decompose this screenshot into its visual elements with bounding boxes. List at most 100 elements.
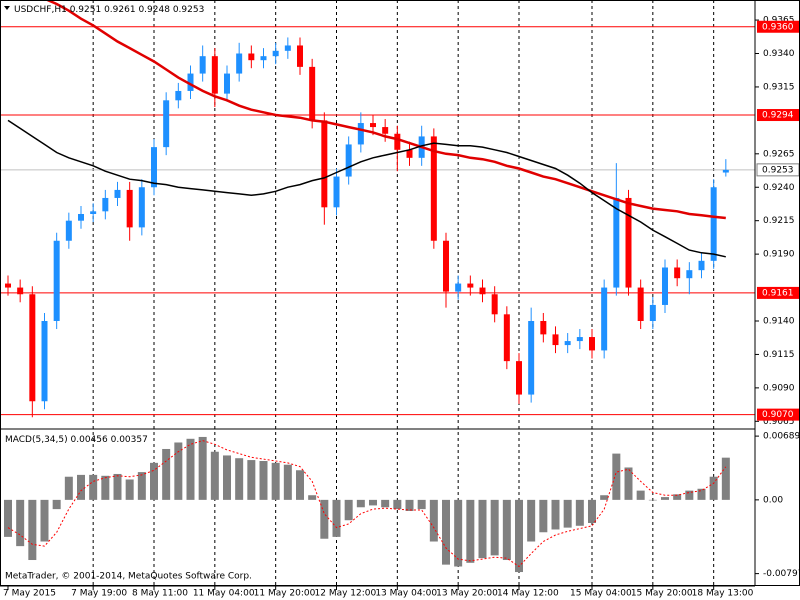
candle-body <box>5 283 11 288</box>
candle-body <box>649 304 656 321</box>
x-tick-label: 14 May 12:00 <box>497 589 559 599</box>
axes: 7 May 2015 7 May 19:00 8 May 11:00 11 May 0… <box>3 16 800 599</box>
y-tick-label: 0.9090 <box>763 383 795 393</box>
y-tick-label: 0.9265 <box>763 149 795 159</box>
macd-bar <box>28 499 37 561</box>
macd-bar <box>137 472 146 500</box>
candle-body <box>126 189 133 228</box>
candle-body <box>430 136 437 241</box>
x-tick-label: 8 May 11:00 <box>132 589 188 599</box>
candle-body <box>710 187 717 261</box>
macd-bar <box>186 438 195 500</box>
y-tick-label: 0.9115 <box>763 350 795 360</box>
x-tick-label: 12 May 12:00 <box>315 589 377 599</box>
macd-signal <box>7 440 727 568</box>
symbol: USDCHF,H1 <box>14 5 67 15</box>
macd-bar <box>162 448 171 500</box>
candle-body <box>528 321 535 395</box>
candle-body <box>552 334 559 346</box>
current-price-label: 0.9253 <box>762 165 794 175</box>
macd-bar <box>478 499 487 559</box>
candle-body <box>297 45 303 67</box>
macd-bar <box>320 499 329 539</box>
candle-body <box>333 176 340 208</box>
macd-bar <box>466 499 475 563</box>
candle-body <box>345 144 352 177</box>
macd-bar <box>673 494 682 500</box>
y2-tick-label: 0.00689 <box>763 432 800 442</box>
macd-bar <box>150 462 158 500</box>
macd-bar <box>259 461 268 500</box>
level-label: 0.9070 <box>762 410 794 420</box>
moving-average <box>44 0 726 220</box>
macd-bar <box>16 499 25 547</box>
level-label: 0.9360 <box>762 22 794 32</box>
candle-body <box>236 53 243 74</box>
candle-body <box>90 211 97 214</box>
candle-body <box>601 287 608 351</box>
candle-body <box>406 149 413 158</box>
candle-body <box>65 220 72 241</box>
candle-body <box>53 240 60 321</box>
macd-bar <box>235 458 244 500</box>
candle-body <box>564 341 571 346</box>
y-tick-label: 0.9365 <box>763 16 795 26</box>
macd-bar <box>381 499 390 508</box>
signal-last: 0.00357 <box>111 435 148 445</box>
candle-body <box>187 73 194 91</box>
macd-bar <box>551 499 560 530</box>
candle-body <box>382 127 389 134</box>
candle-body <box>455 283 462 292</box>
footer: MetaTrader, © 2001-2014, MetaQuotes Soft… <box>5 572 252 582</box>
candle-body <box>211 56 218 94</box>
candle-body <box>17 287 24 295</box>
macd-bar <box>575 499 584 526</box>
candle-body <box>491 294 498 315</box>
macd-bar <box>101 475 110 500</box>
macd-bar <box>502 499 511 561</box>
macd-bar <box>223 455 231 500</box>
y-tick-label: 0.9240 <box>763 183 795 193</box>
macd-bar <box>417 499 426 510</box>
macd-bar <box>697 488 706 500</box>
candle-body <box>479 287 486 295</box>
candle-body <box>29 294 36 402</box>
candle-body <box>576 337 583 342</box>
macd-bar <box>369 499 377 506</box>
macd-title: MACD(5,34,5) 0.00456 0.00357 <box>5 435 148 445</box>
candle-body <box>370 123 376 128</box>
macd-bar <box>685 490 694 500</box>
candle-body <box>163 100 170 148</box>
last-low: 0.9248 <box>138 5 170 15</box>
y-tick-label: 0.9065 <box>763 417 795 427</box>
macd-last: 0.00456 <box>71 435 108 445</box>
last-close: 0.9253 <box>173 5 205 15</box>
candle-body <box>138 187 145 228</box>
candle-body <box>503 314 510 362</box>
candle-body <box>662 267 668 305</box>
menu-triangle <box>4 6 10 10</box>
macd-bar <box>125 479 134 500</box>
candle-body <box>613 197 620 288</box>
candle-body <box>394 133 401 150</box>
macd-bar <box>210 451 219 500</box>
moving-average <box>7 119 726 258</box>
macd-bar <box>4 499 12 537</box>
candle-body <box>102 197 109 212</box>
macd-bar <box>52 499 61 510</box>
macd-bar <box>588 499 596 523</box>
macd-bar <box>393 499 402 510</box>
macd-bar <box>198 436 207 500</box>
candle-body <box>114 189 121 198</box>
macd-bar <box>709 476 718 500</box>
level-label: 0.9161 <box>762 288 794 298</box>
candle-body <box>41 321 48 402</box>
macd-bar <box>344 499 353 521</box>
macd-bar <box>490 499 499 556</box>
macd-bar <box>454 499 463 567</box>
macd-bar <box>648 499 657 501</box>
macd-bar <box>174 442 183 500</box>
macd-bar <box>332 499 341 537</box>
x-tick-label: 7 May 19:00 <box>71 589 127 599</box>
macd-bar <box>40 499 49 542</box>
